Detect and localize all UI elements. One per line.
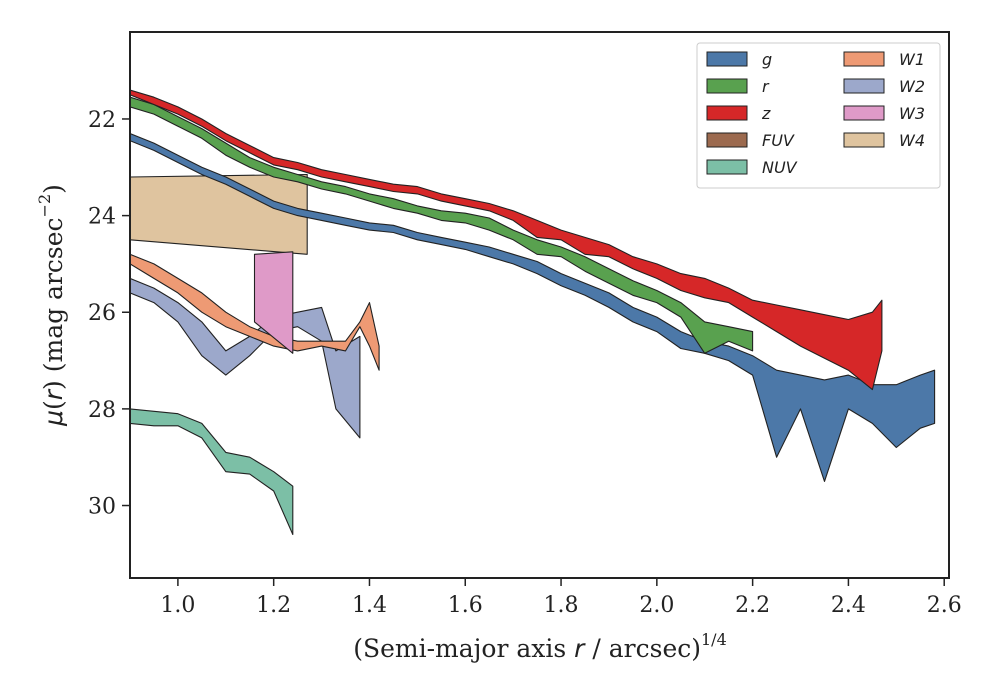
x-tick-label: 1.0 bbox=[160, 593, 195, 618]
legend-swatch-r bbox=[706, 78, 748, 94]
legend-label-w2: W2 bbox=[899, 77, 925, 96]
band-w3 bbox=[253, 251, 294, 354]
band-nuv bbox=[130, 408, 294, 536]
legend-label-w1: W1 bbox=[899, 50, 925, 69]
legend-label-w4: W4 bbox=[899, 131, 925, 150]
x-tick-label: 1.8 bbox=[544, 593, 579, 618]
legend-swatch-g bbox=[706, 51, 748, 67]
band-w1 bbox=[130, 253, 380, 371]
plot-frame bbox=[129, 31, 950, 579]
legend-swatch-fuv bbox=[706, 132, 748, 148]
x-tick-label: 1.4 bbox=[352, 593, 387, 618]
y-axis: 22 24 26 28 30 bbox=[88, 108, 130, 520]
legend-swatch-nuv bbox=[706, 159, 748, 175]
band-r bbox=[130, 96, 754, 354]
legend-label-nuv: NUV bbox=[762, 158, 798, 177]
x-tick-label: 2.4 bbox=[831, 593, 866, 618]
y-tick-label: 28 bbox=[88, 398, 116, 423]
band-w4 bbox=[130, 173, 308, 255]
legend-swatch-z bbox=[706, 105, 748, 121]
legend-swatch-w2 bbox=[843, 78, 885, 94]
legend-swatch-w4 bbox=[843, 132, 885, 148]
legend-swatch-w1 bbox=[843, 51, 885, 67]
y-axis-label: μ(r) (mag arcsec−2) bbox=[35, 184, 68, 427]
x-tick-label: 2.0 bbox=[639, 593, 674, 618]
x-axis-label: (Semi-major axis r / arcsec)1/4 bbox=[353, 630, 727, 663]
x-tick-label: 1.6 bbox=[448, 593, 483, 618]
x-tick-label: 2.6 bbox=[927, 593, 962, 618]
band-w2 bbox=[130, 277, 361, 439]
bands-layer bbox=[130, 89, 936, 536]
y-tick-label: 24 bbox=[88, 205, 116, 230]
legend-swatch-w3 bbox=[843, 105, 885, 121]
y-tick-label: 22 bbox=[88, 108, 116, 133]
y-tick-label: 30 bbox=[88, 495, 116, 520]
legend-label-z: z bbox=[761, 104, 771, 123]
x-tick-label: 1.2 bbox=[256, 593, 291, 618]
legend-label-w3: W3 bbox=[899, 104, 925, 123]
legend-label-fuv: FUV bbox=[762, 131, 795, 150]
band-z bbox=[130, 89, 883, 391]
y-tick-label: 26 bbox=[88, 301, 116, 326]
x-tick-label: 2.2 bbox=[735, 593, 770, 618]
legend-label-g: g bbox=[762, 50, 772, 69]
legend: grz FUV NUV W1 W2 W3 W4 bbox=[696, 42, 941, 189]
band-g bbox=[130, 132, 936, 482]
x-axis: 1.0 1.2 1.4 1.6 1.8 2.0 2.2 2.4 2.6 bbox=[160, 578, 962, 618]
legend-label-r: r bbox=[762, 77, 770, 96]
